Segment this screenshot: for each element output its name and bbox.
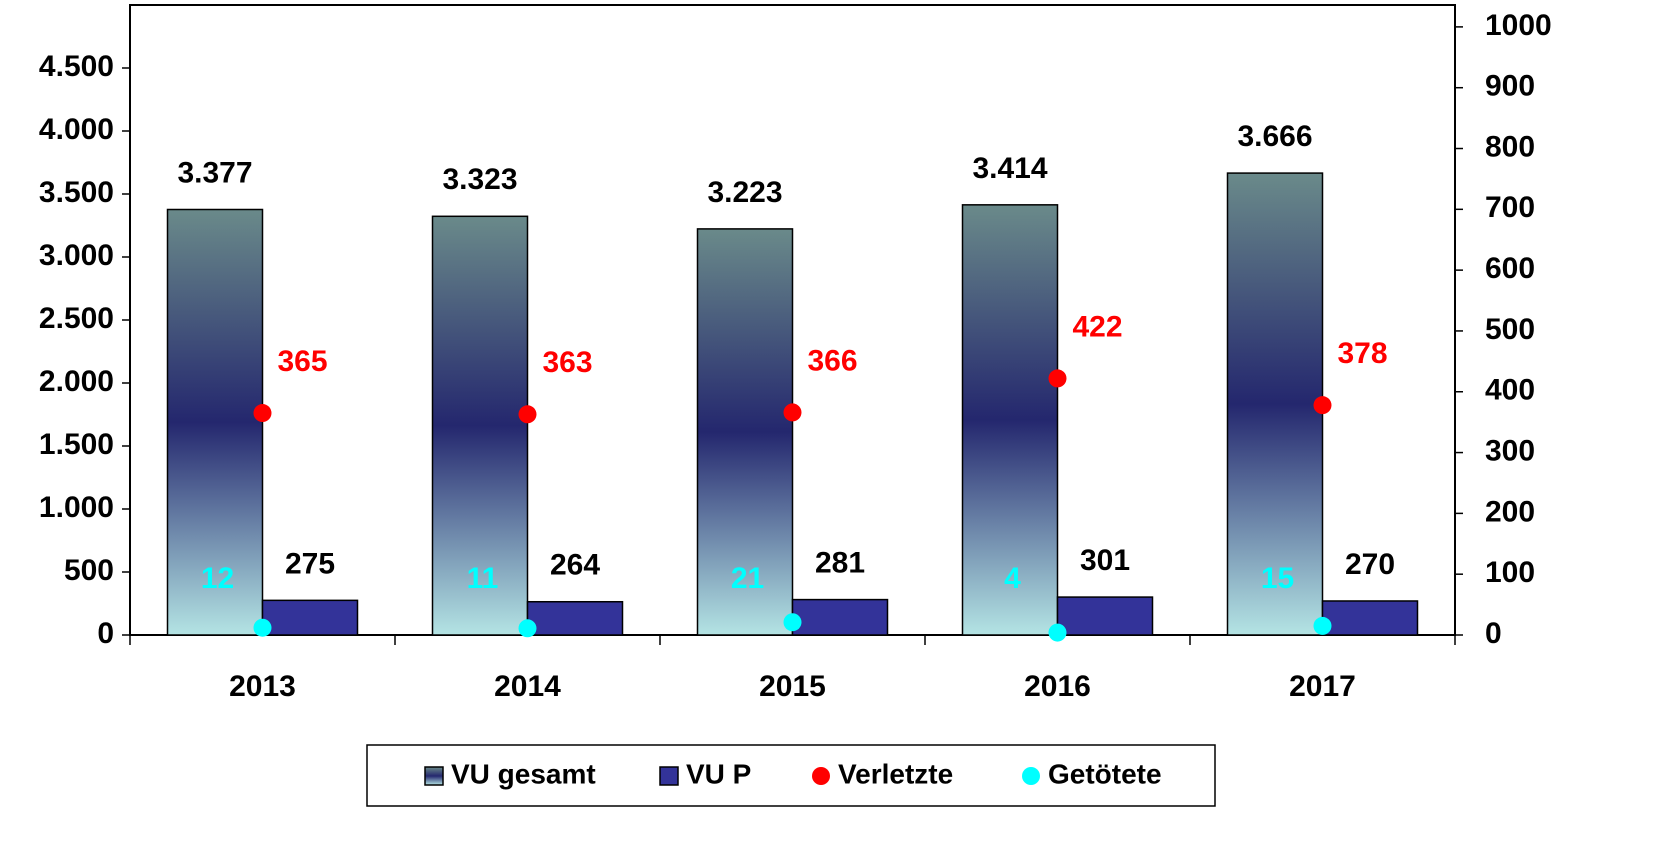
bar <box>431 215 529 636</box>
y-tick-label: 4.000 <box>39 113 114 146</box>
value-label: 270 <box>1345 548 1395 581</box>
y2-tick-label: 700 <box>1485 191 1535 224</box>
point <box>1048 369 1067 388</box>
value-label: 4 <box>1004 562 1021 595</box>
point <box>518 619 537 638</box>
value-label: 3.323 <box>442 163 517 196</box>
bar <box>166 208 264 636</box>
bar <box>791 598 889 636</box>
value-label: 365 <box>277 345 327 378</box>
value-label: 3.414 <box>972 152 1047 185</box>
x-tick-label: 2016 <box>1024 670 1091 703</box>
y2-tick-label: 100 <box>1485 556 1535 589</box>
value-label: 3.223 <box>707 176 782 209</box>
y-tick-label: 2.500 <box>39 302 114 335</box>
point <box>783 613 802 632</box>
y2-tick-label: 200 <box>1485 495 1535 528</box>
legend-label: VU gesamt <box>451 758 596 789</box>
value-label: 11 <box>467 562 499 595</box>
value-label: 3.666 <box>1237 120 1312 153</box>
y-tick-label: 500 <box>64 554 114 587</box>
value-label: 15 <box>1261 562 1294 595</box>
legend-swatch <box>812 767 830 785</box>
point <box>783 403 802 422</box>
y2-tick-label: 300 <box>1485 434 1535 467</box>
point <box>253 618 272 637</box>
legend-swatch <box>424 766 444 786</box>
y2-tick-label: 1000 <box>1485 9 1552 42</box>
y2-tick-label: 400 <box>1485 374 1535 407</box>
bar <box>961 204 1059 636</box>
y-tick-label: 3.000 <box>39 239 114 272</box>
point <box>518 405 537 424</box>
bar <box>526 600 624 636</box>
bar <box>261 599 359 636</box>
value-label: 366 <box>807 344 857 377</box>
point <box>253 404 272 423</box>
value-label: 12 <box>201 562 234 595</box>
value-label: 264 <box>550 549 600 582</box>
x-tick-label: 2014 <box>494 670 561 703</box>
x-tick-label: 2017 <box>1289 670 1356 703</box>
legend-label: VU P <box>686 758 751 789</box>
y-tick-label: 0 <box>97 617 114 650</box>
bar <box>696 228 794 636</box>
bar <box>1056 596 1154 636</box>
y-tick-label: 1.000 <box>39 491 114 524</box>
legend-label: Verletzte <box>838 758 953 789</box>
y-tick-label: 4.500 <box>39 50 114 83</box>
point <box>1048 623 1067 642</box>
point <box>1313 396 1332 415</box>
bar <box>1226 172 1324 636</box>
legend-label: Getötete <box>1048 758 1162 789</box>
value-label: 3.377 <box>177 156 252 189</box>
x-tick-label: 2013 <box>229 670 296 703</box>
y2-tick-label: 900 <box>1485 70 1535 103</box>
legend-swatch <box>659 766 679 786</box>
x-tick-label: 2015 <box>759 670 826 703</box>
value-label: 301 <box>1080 544 1130 577</box>
y2-tick-label: 800 <box>1485 130 1535 163</box>
legend-swatch <box>1022 767 1040 785</box>
value-label: 363 <box>542 346 592 379</box>
value-label: 378 <box>1337 337 1387 370</box>
value-label: 21 <box>731 562 764 595</box>
value-label: 275 <box>285 547 335 580</box>
y2-tick-label: 500 <box>1485 313 1535 346</box>
value-label: 422 <box>1072 310 1122 343</box>
y2-tick-label: 0 <box>1485 617 1502 650</box>
bar <box>1321 600 1419 636</box>
y-tick-label: 1.500 <box>39 428 114 461</box>
y-tick-label: 2.000 <box>39 365 114 398</box>
y-tick-label: 3.500 <box>39 176 114 209</box>
legend <box>366 744 1216 807</box>
point <box>1313 616 1332 635</box>
value-label: 281 <box>815 547 865 580</box>
y2-tick-label: 600 <box>1485 252 1535 285</box>
